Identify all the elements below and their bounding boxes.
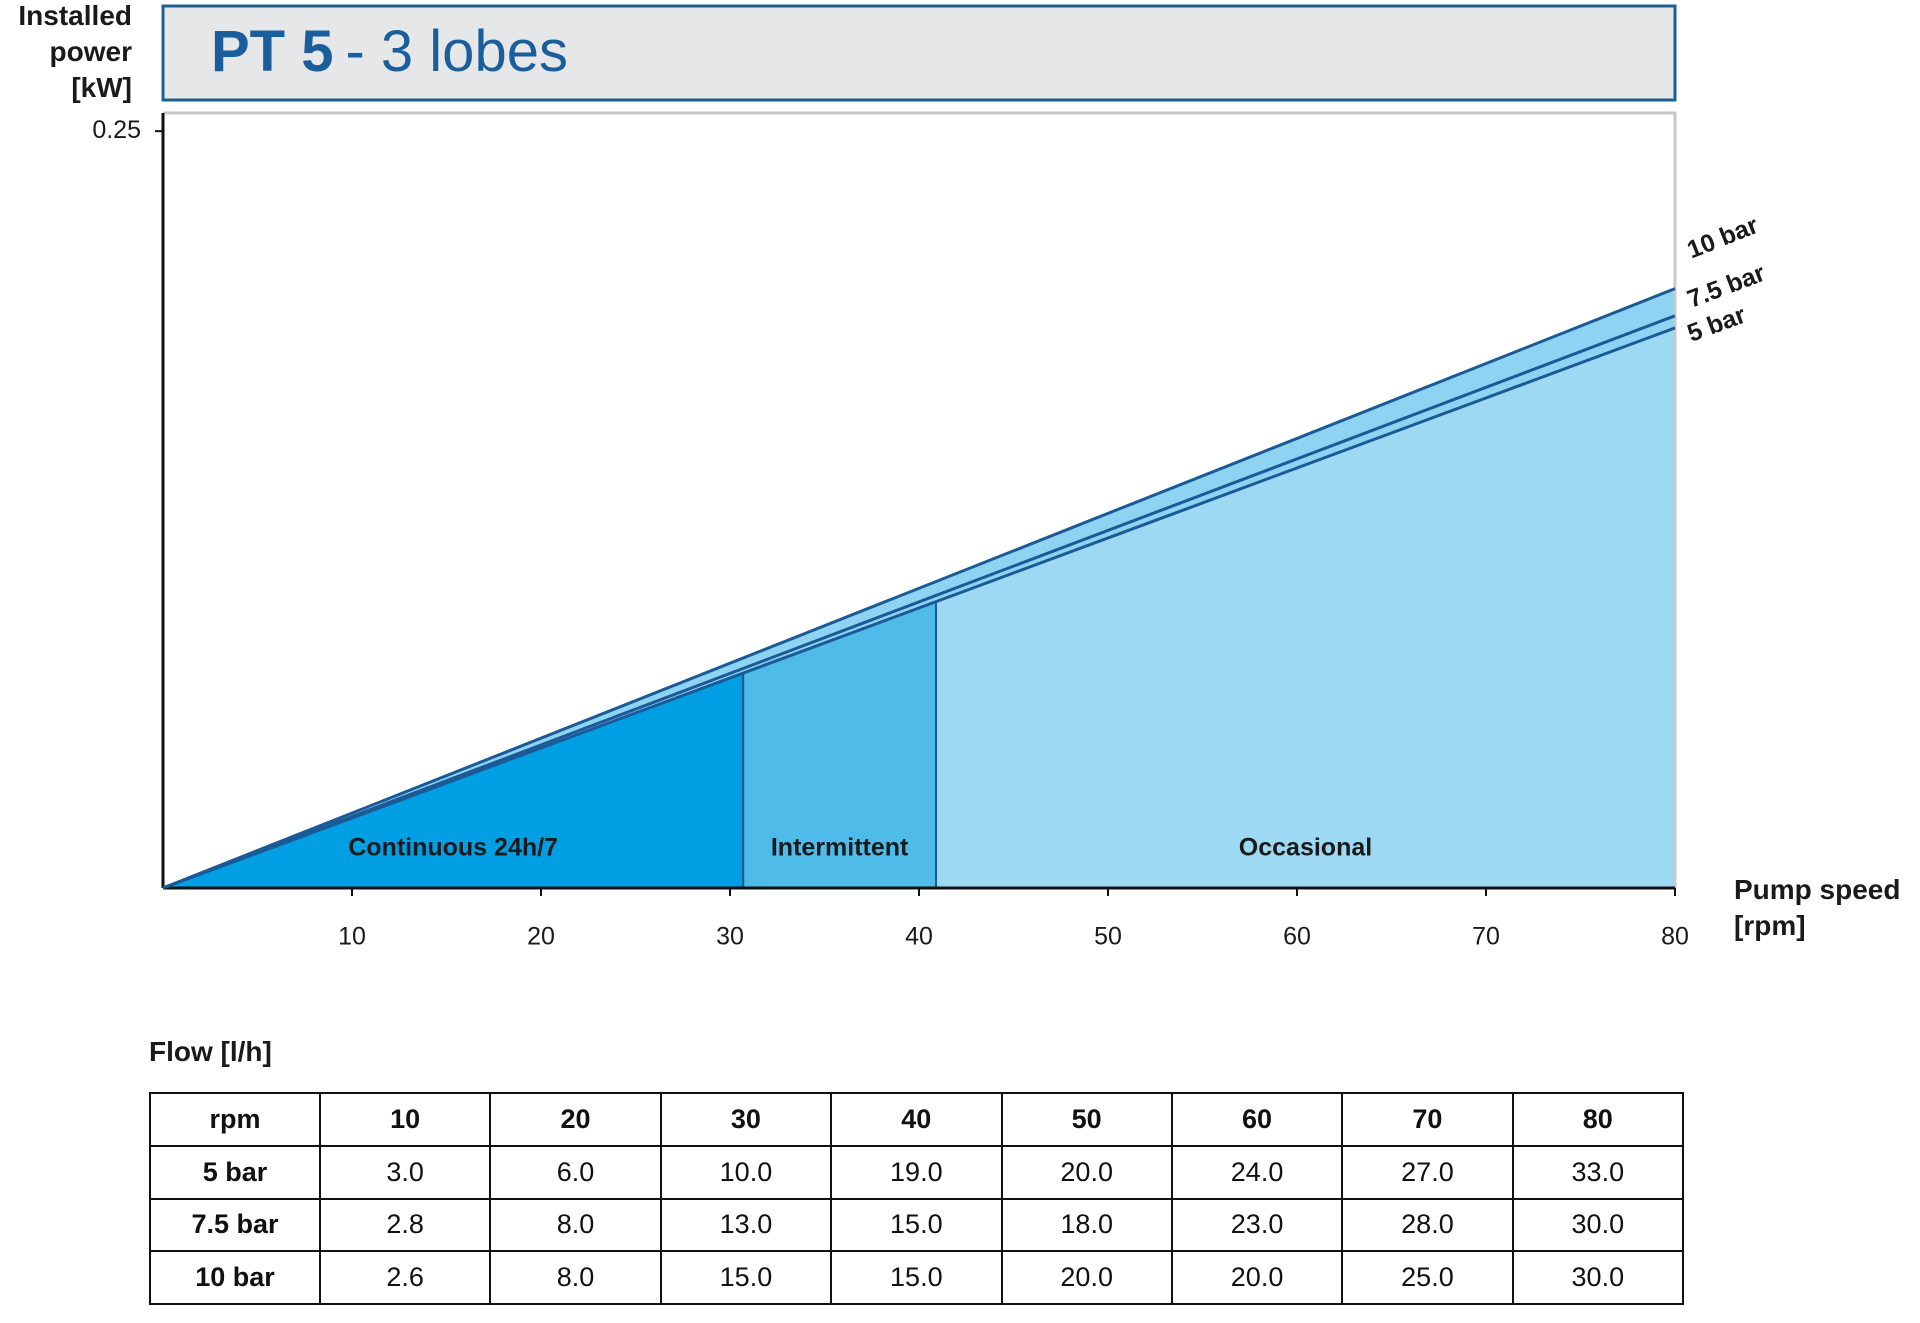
table-cell: 20.0 — [1000, 1250, 1173, 1305]
table-row: 7.5 bar 2.8 8.0 13.0 15.0 18.0 23.0 28.0 30.0 — [149, 1197, 1685, 1253]
series-line — [162, 326, 1676, 890]
table-cell: 10 — [318, 1092, 492, 1147]
table-cell: 8.0 — [489, 1197, 662, 1253]
y-tick-label: 0.25 — [92, 116, 141, 144]
table-cell: 60 — [1170, 1092, 1344, 1147]
table-cell: 15.0 — [830, 1250, 1003, 1305]
table-cell: 80 — [1511, 1092, 1685, 1147]
table-row: 5 bar 3.0 6.0 10.0 19.0 20.0 24.0 27.0 33.0 — [149, 1144, 1685, 1200]
table-cell: 19.0 — [830, 1144, 1003, 1200]
x-tick-label: 20 — [527, 923, 555, 951]
table-cell: rpm — [149, 1092, 321, 1147]
table-cell: 6.0 — [489, 1144, 662, 1200]
series-line — [162, 314, 1676, 890]
table-cell: 27.0 — [1341, 1144, 1514, 1200]
table-cell: 10 bar — [149, 1250, 321, 1305]
table-cell: 28.0 — [1341, 1197, 1514, 1253]
x-axis-label: Pump speed [rpm] — [1734, 874, 1901, 941]
table-cell: 2.8 — [318, 1197, 492, 1253]
x-tick-label: 10 — [338, 923, 366, 951]
table-row: 10 bar 2.6 8.0 15.0 15.0 20.0 20.0 25.0 30.0 — [149, 1250, 1685, 1305]
table-cell: 70 — [1341, 1092, 1514, 1147]
table-caption: Flow [l/h] — [149, 1036, 272, 1067]
plot-frame — [163, 111, 1677, 888]
chart-title-group: PT 5- 3 lobes — [211, 19, 568, 84]
table-cell: 8.0 — [489, 1250, 662, 1305]
series-label: 10 bar — [1683, 211, 1762, 264]
table-cell: 33.0 — [1511, 1144, 1685, 1200]
table-cell: 24.0 — [1170, 1144, 1344, 1200]
zone-label: Intermittent — [771, 834, 909, 862]
flow-table: rpm 10 20 30 40 50 60 70 80 5 bar 3.0 6.0 10.0 19.0 20… — [149, 1092, 1685, 1305]
title-box — [161, 4, 1677, 102]
table-cell: 2.6 — [318, 1250, 492, 1305]
x-tick-label: 30 — [716, 923, 744, 951]
table-cell: 5 bar — [149, 1144, 321, 1200]
x-tick-label: 80 — [1661, 923, 1689, 951]
table-cell: 40 — [830, 1092, 1003, 1147]
chart: PT 5- 3 lobes Continuous 24h/7 Intermitte… — [92, 4, 1769, 951]
table-cell: 3.0 — [318, 1144, 492, 1200]
table-cell: 10.0 — [659, 1144, 833, 1200]
table-cell: 20 — [489, 1092, 662, 1147]
x-tick-label: 70 — [1472, 923, 1500, 951]
x-tick-label: 50 — [1094, 923, 1122, 951]
table-cell: 30 — [659, 1092, 833, 1147]
table-cell: 18.0 — [1000, 1197, 1173, 1253]
series-line — [162, 287, 1676, 890]
x-tick-label: 40 — [905, 923, 933, 951]
y-axis-label: Installed power [kW] — [18, 0, 132, 103]
table-cell: 15.0 — [830, 1197, 1003, 1253]
table-cell: 23.0 — [1170, 1197, 1344, 1253]
table-cell: 50 — [1000, 1092, 1173, 1147]
table-cell: 15.0 — [659, 1250, 833, 1305]
table-cell: 20.0 — [1000, 1144, 1173, 1200]
zone — [935, 326, 1676, 889]
table-cell: 30.0 — [1511, 1250, 1685, 1305]
table-cell: 20.0 — [1170, 1250, 1344, 1305]
table-cell: 13.0 — [659, 1197, 833, 1253]
x-tick-label: 60 — [1283, 923, 1311, 951]
table-header-row: rpm 10 20 30 40 50 60 70 80 — [149, 1092, 1685, 1147]
table-cell: 30.0 — [1511, 1197, 1685, 1253]
chart-title: PT 5 — [211, 19, 334, 84]
chart-subtitle: - 3 lobes — [346, 19, 568, 84]
table-cell: 7.5 bar — [149, 1197, 321, 1253]
zone-label: Continuous 24h/7 — [348, 834, 558, 862]
table-cell: 25.0 — [1341, 1250, 1514, 1305]
zone-label: Occasional — [1239, 834, 1372, 862]
